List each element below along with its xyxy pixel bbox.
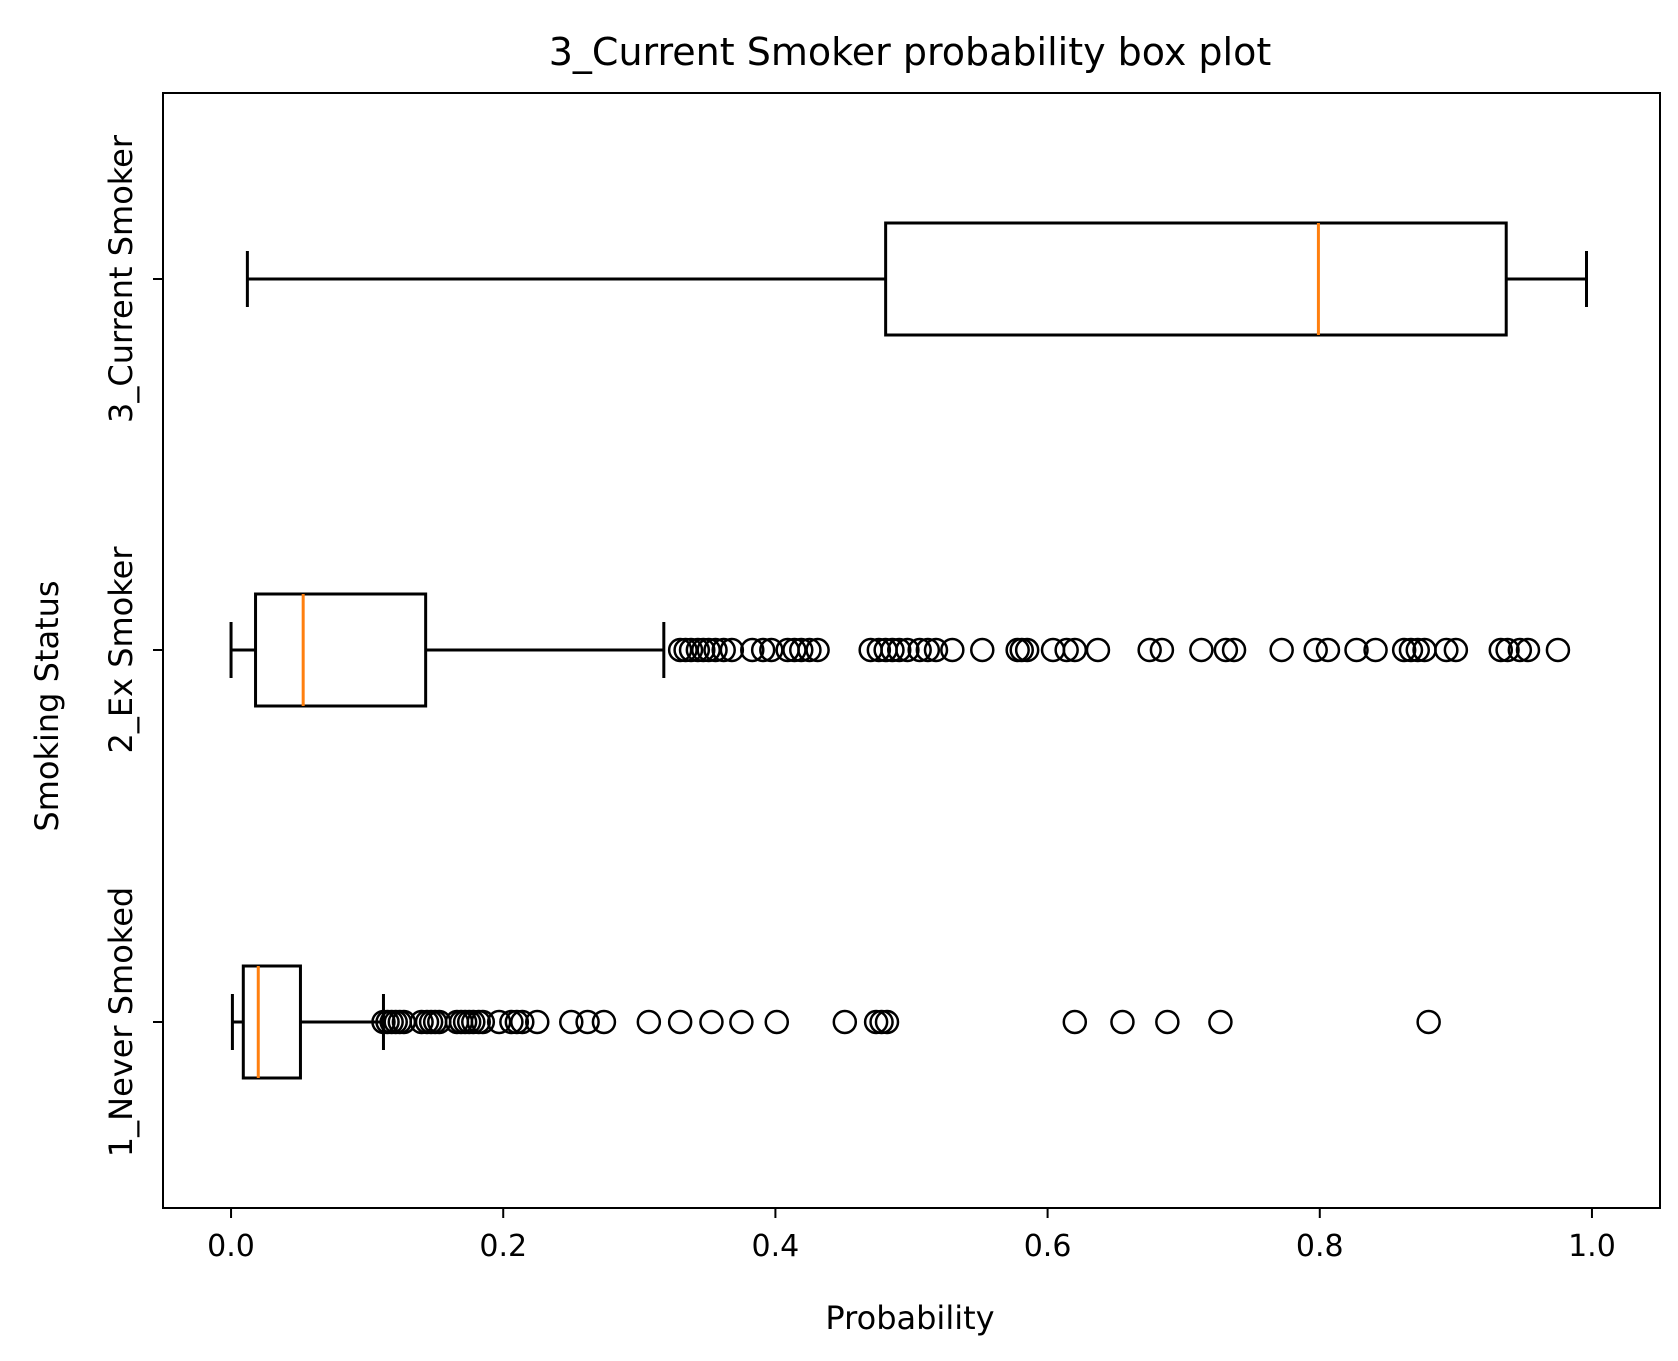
outlier-point (789, 637, 814, 663)
outlier-point (1269, 637, 1294, 663)
outlier-point (866, 637, 892, 663)
outlier-point (907, 637, 932, 663)
outlier-point (1137, 637, 1162, 663)
outlier-point (525, 1009, 550, 1035)
outlier-point (1303, 637, 1328, 663)
outlier-point (1110, 1009, 1135, 1035)
x-axis-label: Probability (825, 1299, 994, 1337)
outlier-point (699, 1009, 724, 1035)
outlier-point (719, 637, 745, 663)
outlier-point (874, 1009, 900, 1035)
outlier-point (729, 1009, 754, 1035)
outlier-point (678, 637, 704, 663)
outlier-point (1062, 1009, 1088, 1035)
chart-title: 3_Current Smoker probability box plot (549, 30, 1272, 74)
outlier-point (895, 637, 920, 663)
outlier-point (1085, 637, 1111, 663)
outlier-point (691, 637, 716, 663)
outlier-point (1391, 637, 1417, 663)
outlier-point (1443, 637, 1469, 663)
outlier-point (1208, 1009, 1233, 1035)
outlier-point (1014, 637, 1040, 663)
x-tick-label: 0.6 (1024, 1229, 1072, 1264)
outlier-point (805, 637, 830, 663)
outlier-point (559, 1009, 584, 1035)
outlier-point (887, 637, 912, 663)
x-tick-label: 0.8 (1296, 1229, 1344, 1264)
outlier-point (1054, 637, 1079, 663)
outlier-point (1545, 637, 1571, 663)
outlier-point (869, 1009, 894, 1035)
x-tick-label: 1.0 (1568, 1229, 1616, 1264)
outlier-point (1515, 637, 1541, 663)
x-tick-label: 0.0 (207, 1229, 255, 1264)
outlier-point (504, 1009, 530, 1035)
x-tick-label: 0.4 (752, 1229, 800, 1264)
outlier-point (1189, 637, 1214, 663)
x-tick-label: 0.2 (479, 1229, 527, 1264)
box-iqr (241, 964, 302, 1080)
outlier-point (510, 1009, 535, 1035)
outlier-point (499, 1009, 524, 1035)
outlier-point (923, 637, 949, 663)
outlier-point (461, 1009, 486, 1035)
outlier-point (764, 1009, 790, 1035)
outlier-point (1040, 637, 1066, 663)
outlier-point (1221, 637, 1247, 663)
box-iqr (254, 592, 428, 708)
outlier-point (1507, 637, 1533, 663)
outlier-point (1405, 637, 1431, 663)
outlier-point (1213, 637, 1239, 663)
outlier-point (1434, 637, 1459, 663)
outlier-point (940, 637, 965, 663)
outlier-point (863, 1009, 889, 1035)
outlier-point (409, 1009, 434, 1035)
outlier-point (750, 637, 776, 663)
outlier-point (1149, 637, 1175, 663)
outlier-point (685, 637, 711, 663)
outlier-point (667, 1009, 693, 1035)
y-tick-label: 2_Ex Smoker (102, 546, 140, 754)
outlier-point (636, 1009, 662, 1035)
outlier-point (1155, 1009, 1180, 1035)
outlier-point (591, 1009, 617, 1035)
box-iqr (884, 221, 1508, 337)
outlier-point (1398, 637, 1424, 663)
outlier-point (1009, 637, 1034, 663)
outlier-point (970, 637, 995, 663)
outlier-point (1488, 637, 1514, 663)
y-tick-label: 3_Current Smoker (102, 134, 140, 423)
outlier-point (740, 637, 765, 663)
outlier-point (1416, 1009, 1441, 1035)
outlier-point (575, 1009, 600, 1035)
outlier-point (880, 637, 905, 663)
outlier-point (711, 637, 736, 663)
plot-frame (162, 92, 1661, 1209)
y-tick-label: 1_Never Smoked (102, 887, 140, 1157)
outlier-point (703, 637, 728, 663)
y-axis-label: Smoking Status (28, 580, 66, 831)
outlier-point (1315, 637, 1341, 663)
outlier-point (1344, 637, 1369, 663)
plot-area: 0.0 0.2 0.4 0.6 0.8 1.0 1_Never Smoked 2_Ex Smo… (102, 134, 1616, 1264)
outlier-point (470, 1009, 496, 1035)
outlier-point (832, 1009, 858, 1035)
outlier-point (915, 637, 941, 663)
outlier-point (797, 637, 822, 663)
outlier-point (1495, 637, 1520, 663)
outlier-point (1363, 637, 1388, 663)
